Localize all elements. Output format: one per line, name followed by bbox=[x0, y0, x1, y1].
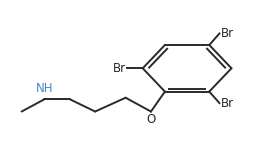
Text: Br: Br bbox=[220, 27, 233, 40]
Text: NH: NH bbox=[36, 82, 53, 95]
Text: Br: Br bbox=[220, 97, 233, 110]
Text: Br: Br bbox=[113, 62, 126, 75]
Text: O: O bbox=[146, 113, 155, 126]
